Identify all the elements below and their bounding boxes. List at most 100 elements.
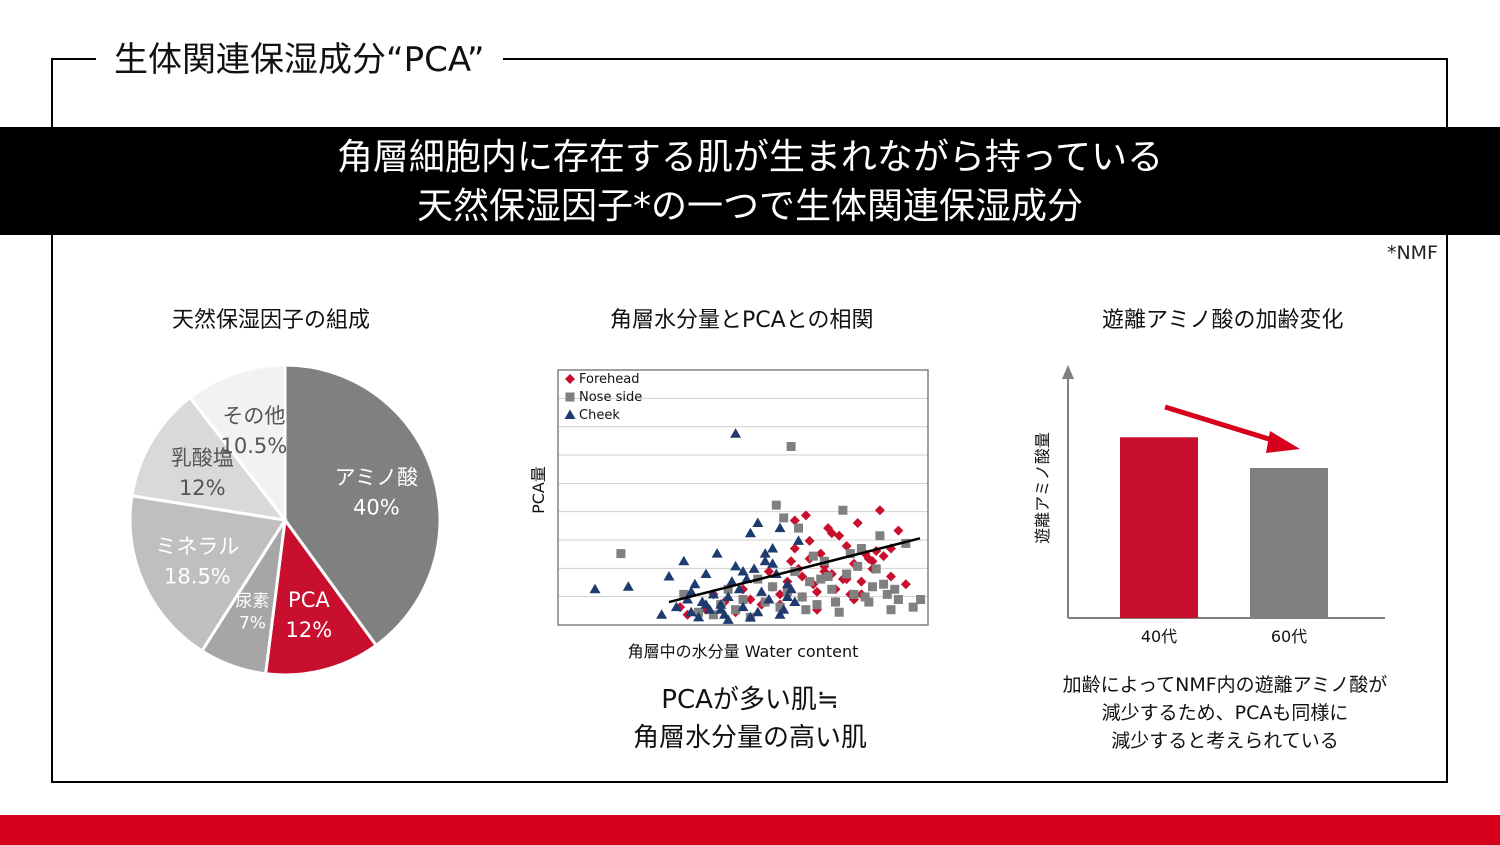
point-nose-side bbox=[890, 584, 900, 594]
pie-label: ミネラル bbox=[155, 535, 239, 559]
point-forehead bbox=[763, 566, 774, 577]
point-nose-side bbox=[775, 602, 785, 612]
plot-area bbox=[557, 369, 929, 626]
point-nose-side bbox=[738, 595, 748, 604]
decline-arrow bbox=[1164, 404, 1283, 446]
legend-entry: Cheek bbox=[579, 408, 620, 423]
point-nose-side bbox=[808, 551, 818, 561]
point-cheek bbox=[744, 527, 756, 538]
point-cheek bbox=[670, 601, 682, 612]
legend-entry: Nose side bbox=[579, 390, 642, 405]
point-cheek bbox=[733, 583, 745, 594]
point-nose-side bbox=[779, 513, 789, 523]
pie-value-label: 12% bbox=[286, 618, 333, 642]
point-cheek bbox=[682, 594, 693, 604]
pie-value-label: 18.5% bbox=[164, 565, 231, 589]
point-forehead bbox=[815, 548, 826, 559]
point-cheek bbox=[756, 586, 767, 596]
pie-value-label: 12% bbox=[179, 476, 226, 500]
point-nose-side bbox=[853, 561, 863, 571]
point-nose-side bbox=[771, 500, 781, 510]
point-nose-side bbox=[812, 600, 822, 610]
point-forehead bbox=[797, 571, 808, 582]
scatter-caption-line-1: PCAが多い肌≒ bbox=[661, 685, 839, 715]
point-nose-side bbox=[786, 442, 796, 451]
point-cheek bbox=[715, 604, 727, 614]
point-nose-side bbox=[797, 592, 807, 602]
point-nose-side bbox=[849, 589, 859, 599]
pie-chart: アミノ酸 40% PCA 12% 尿素7% ミネラル 18.5% 乳酸塩 12% その他 10.5% bbox=[128, 363, 442, 677]
point-nose-side bbox=[842, 569, 852, 579]
point-cheek bbox=[737, 601, 749, 612]
point-cheek bbox=[774, 522, 786, 533]
legend-entry: Forehead bbox=[579, 372, 639, 387]
bar-chart-title: 遊離アミノ酸の加齢変化 bbox=[1102, 308, 1344, 333]
pie-label: その他 bbox=[222, 404, 285, 428]
point-nose-side bbox=[916, 595, 926, 604]
point-cheek bbox=[700, 599, 712, 609]
point-forehead bbox=[745, 594, 756, 605]
y-axis-arrowhead bbox=[1062, 365, 1074, 379]
bar-caption: 加齢によってNMF内の遊離アミノ酸が 減少するため、PCAも同様に 減少すると考… bbox=[1025, 671, 1425, 755]
pie-value-label: 7% bbox=[239, 613, 266, 633]
point-nose-side bbox=[882, 589, 892, 599]
point-cheek bbox=[781, 591, 793, 601]
section-title: 生体関連保湿成分“PCA” bbox=[96, 38, 503, 82]
point-cheek bbox=[700, 568, 712, 578]
point-nose-side bbox=[864, 597, 874, 607]
point-nose-side bbox=[708, 610, 718, 620]
point-forehead bbox=[893, 525, 904, 536]
point-forehead bbox=[789, 543, 800, 554]
point-cheek bbox=[622, 581, 634, 591]
point-nose-side bbox=[827, 584, 837, 594]
pie-value-label: 40% bbox=[353, 495, 400, 519]
scatter-chart: Forehead Nose side Cheek 角層中の水分量 Water cont… bbox=[529, 369, 929, 661]
point-nose-side bbox=[616, 549, 626, 559]
point-cheek bbox=[685, 586, 697, 596]
point-nose-side bbox=[856, 544, 866, 553]
point-cheek bbox=[785, 583, 797, 594]
scatter-caption: PCAが多い肌≒ 角層水分量の高い肌 bbox=[600, 681, 900, 757]
point-cheek bbox=[748, 563, 760, 573]
point-forehead bbox=[874, 505, 885, 516]
point-nose-side bbox=[801, 605, 811, 615]
pie-slice bbox=[187, 363, 287, 525]
banner: 角層細胞内に存在する肌が生まれながら持っている 天然保湿因子*の一つで生体関連保… bbox=[0, 127, 1500, 235]
point-cheek bbox=[767, 558, 779, 568]
point-forehead bbox=[871, 546, 882, 557]
y-axis-label: PCA量 bbox=[529, 466, 548, 514]
x-axis-label: 角層中の水分量 Water content bbox=[628, 642, 859, 661]
bar bbox=[1120, 437, 1198, 618]
point-cheek bbox=[715, 599, 727, 609]
pie-label: 乳酸塩 bbox=[171, 446, 234, 470]
content-frame bbox=[51, 58, 1448, 783]
point-forehead bbox=[878, 551, 889, 562]
point-cheek bbox=[726, 576, 738, 586]
point-cheek bbox=[789, 596, 801, 607]
point-nose-side bbox=[879, 579, 889, 589]
point-forehead bbox=[800, 510, 811, 521]
pie-label: PCA bbox=[288, 588, 330, 612]
point-cheek bbox=[678, 555, 690, 566]
point-cheek bbox=[711, 548, 723, 558]
point-nose-side bbox=[831, 597, 840, 607]
point-cheek bbox=[793, 535, 804, 545]
pie-chart-title: 天然保湿因子の組成 bbox=[172, 308, 371, 333]
point-cheek bbox=[730, 428, 742, 438]
pie-value-label: 10.5% bbox=[221, 434, 288, 458]
point-nose-side bbox=[790, 566, 800, 576]
pie-slice bbox=[283, 363, 442, 648]
decline-arrowhead bbox=[1266, 431, 1300, 453]
point-forehead bbox=[565, 374, 575, 384]
point-forehead bbox=[863, 553, 874, 564]
point-cheek bbox=[774, 609, 786, 619]
point-nose-side bbox=[875, 531, 885, 541]
point-nose-side bbox=[565, 392, 575, 402]
point-nose-side bbox=[794, 523, 803, 533]
banner-line-1: 角層細胞内に存在する肌が生まれながら持っている bbox=[336, 137, 1164, 178]
point-cheek bbox=[737, 565, 749, 576]
point-cheek bbox=[767, 543, 779, 553]
point-nose-side bbox=[823, 572, 833, 582]
point-nose-side bbox=[834, 607, 844, 617]
point-forehead bbox=[819, 566, 830, 577]
